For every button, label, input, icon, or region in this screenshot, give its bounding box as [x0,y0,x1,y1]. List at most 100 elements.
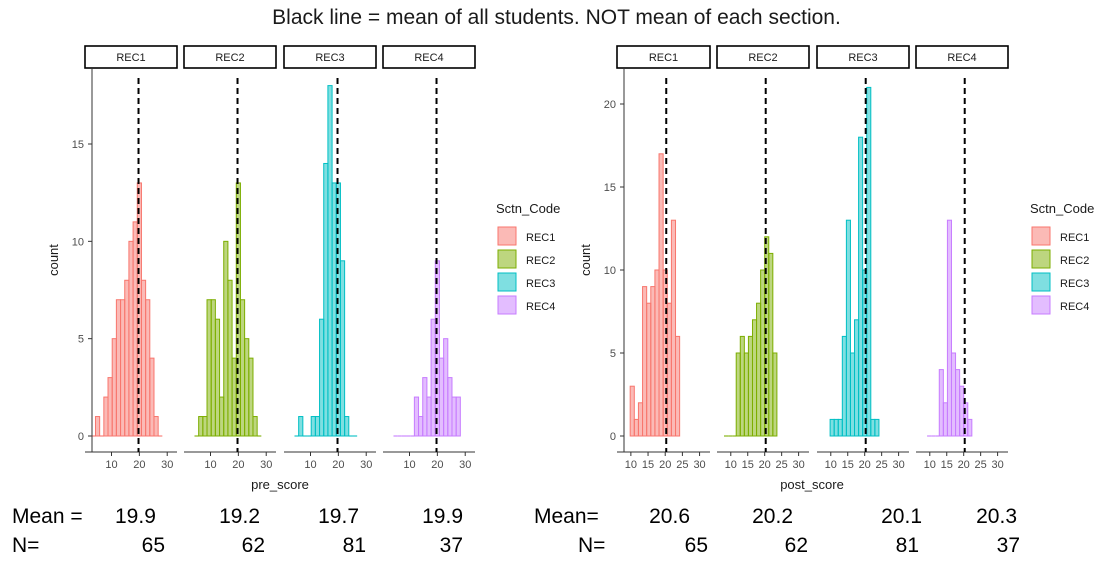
histogram-bar [451,396,457,437]
histogram-bar [833,418,839,437]
legend-label: REC2 [526,255,555,267]
mean-value: 19.9 [422,505,463,528]
facet-strip-label: REC4 [947,52,976,64]
facet-strip [716,45,810,69]
facet-strip-label: REC2 [748,52,777,64]
x-tick-label: 10 [625,459,637,471]
histogram-bar [837,418,843,437]
histogram-bar [866,86,872,437]
histogram-bar [149,357,155,437]
histogram-bar [128,240,134,437]
n-value: 81 [342,534,366,557]
histogram-bar [646,302,652,437]
histogram-bar [103,396,109,437]
histogram-bar [666,302,672,437]
histogram-bar [874,418,880,437]
histogram-bar [140,279,147,437]
x-tick-label: 30 [991,459,1003,471]
legend-title: Sctn_Code [1030,201,1094,216]
histogram-bar [344,416,350,437]
histogram-bar [633,418,639,437]
histogram-bar [870,418,876,437]
legend-label: REC3 [1060,278,1089,290]
histogram-bar [637,402,644,437]
histogram-bar [319,318,325,437]
histogram-bar [323,162,329,437]
histogram-bar [829,418,835,437]
histogram-bar [845,219,851,437]
histogram-bar [735,352,741,437]
histogram-bar [642,286,648,437]
mean-value: 19.7 [318,505,359,528]
facet-strip-label: REC1 [116,52,145,64]
histogram-bar [120,299,126,437]
mean-label-left: Mean = [12,505,83,528]
n-value: 37 [996,534,1020,557]
histogram-bar [239,299,246,437]
legend-label: REC1 [1060,232,1089,244]
legend-label: REC1 [526,232,555,244]
y-tick-label: 15 [72,139,84,151]
x-tick-label: 30 [161,459,173,471]
histogram-bar [942,402,948,437]
histogram-bar [772,352,778,437]
legend-swatch [497,295,517,315]
y-tick-label: 0 [610,431,616,443]
mean-value: 19.9 [115,505,156,528]
legend-swatch [1031,272,1051,292]
histogram-bar [248,357,254,437]
facet-strip [382,45,476,69]
facet-strip [283,45,377,69]
histogram-bar [756,302,762,437]
legend-swatch [497,249,517,269]
x-tick-label: 10 [105,459,117,471]
histogram-bar [430,318,436,437]
x-tick-label: 25 [776,459,788,471]
x-tick-label: 25 [876,459,888,471]
y-axis-label: count [46,244,61,276]
histogram-bar [764,236,770,437]
x-tick-label: 10 [924,459,936,471]
x-tick-label: 20 [659,459,671,471]
histogram-bar [854,319,860,437]
n-label-right: N= [578,534,606,557]
legend-swatch [497,226,517,246]
histogram-bar [443,338,449,437]
histogram-bar [675,335,681,437]
x-tick-label: 30 [892,459,904,471]
x-tick-label: 30 [360,459,372,471]
x-tick-label: 20 [759,459,771,471]
x-tick-label: 20 [232,459,244,471]
histogram-bar [950,352,957,437]
legend-swatch [1031,295,1051,315]
y-tick-label: 20 [604,99,616,111]
histogram-bar [94,416,101,437]
x-tick-label: 15 [642,459,654,471]
histogram-bar [447,377,453,437]
histogram-bar [841,335,847,437]
histogram-bar [115,299,122,437]
n-value: 62 [784,534,808,557]
x-tick-label: 30 [792,459,804,471]
facet-strip-label: REC2 [215,52,244,64]
n-value: 37 [439,534,463,557]
histogram-bar [210,299,216,437]
mean-value: 19.2 [219,505,260,528]
y-tick-label: 5 [78,334,84,346]
histogram-bar [629,385,635,437]
histogram-bar [219,396,225,437]
facet-strip-label: REC3 [315,52,344,64]
histogram-bar [339,260,346,437]
histogram-bar [422,377,428,437]
x-tick-label: 30 [693,459,705,471]
legend-swatch [1031,249,1051,269]
histogram-bar [214,318,221,437]
y-tick-label: 10 [72,236,84,248]
x-tick-label: 20 [859,459,871,471]
histogram-bar [959,385,965,437]
legend-label: REC3 [526,278,555,290]
histogram-bar [658,153,664,437]
x-tick-label: 10 [304,459,316,471]
